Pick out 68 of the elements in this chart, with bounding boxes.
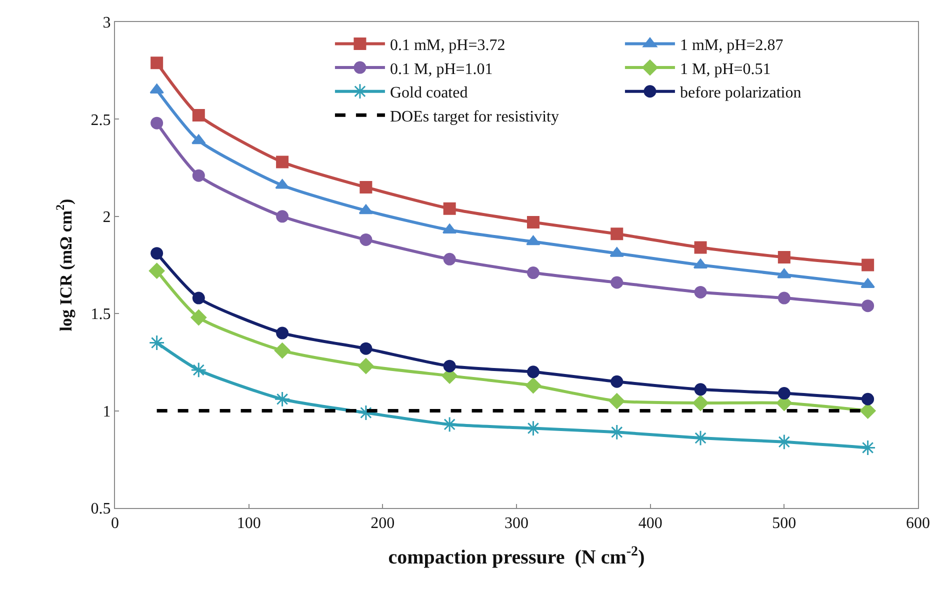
legend-label: 0.1 M, pH=1.01 xyxy=(390,60,493,78)
legend-label: before polarization xyxy=(680,84,802,102)
point xyxy=(150,84,164,94)
point xyxy=(610,375,624,388)
point xyxy=(778,387,790,400)
legend-label: 0.1 mM, pH=3.72 xyxy=(390,37,506,54)
point xyxy=(360,342,372,355)
point xyxy=(862,392,874,406)
point xyxy=(443,360,456,372)
point xyxy=(778,250,790,264)
point xyxy=(190,362,207,378)
point xyxy=(150,247,164,260)
point xyxy=(192,134,206,144)
y-tick-label: 0.5 xyxy=(90,500,111,518)
x-tick-label: 500 xyxy=(772,515,796,532)
y-tick-label: 2.5 xyxy=(90,112,111,129)
point xyxy=(778,292,790,304)
point xyxy=(148,334,165,351)
y-tick-label: 1 xyxy=(102,403,111,420)
y-tick-label: 1.5 xyxy=(90,306,111,324)
point xyxy=(525,378,542,394)
point xyxy=(692,395,708,411)
legend-label: 1 mM, pH=2.87 xyxy=(680,37,784,54)
point xyxy=(442,224,457,234)
point xyxy=(610,228,624,240)
point xyxy=(777,268,792,278)
point xyxy=(274,342,290,358)
point xyxy=(192,169,205,182)
point xyxy=(150,56,164,70)
point xyxy=(692,430,708,446)
point xyxy=(694,383,707,396)
x-axis-title: compaction pressure (N cm$^{-2}$) xyxy=(388,544,645,569)
y-tick-label: 3 xyxy=(102,14,111,32)
point xyxy=(443,202,456,215)
point xyxy=(276,156,289,168)
x-tick-label: 600 xyxy=(906,515,930,532)
legend-label: Gold coated xyxy=(390,84,468,102)
point xyxy=(862,258,874,272)
point xyxy=(694,241,707,254)
point xyxy=(148,262,165,279)
point xyxy=(276,210,289,223)
point xyxy=(192,292,205,304)
point xyxy=(608,393,625,409)
point xyxy=(694,286,707,298)
point xyxy=(358,204,374,214)
point xyxy=(358,358,374,374)
point xyxy=(862,300,874,312)
point xyxy=(190,310,207,326)
x-tick-label: 400 xyxy=(638,515,662,532)
point xyxy=(360,233,372,246)
x-tick-label: 200 xyxy=(370,515,395,532)
point xyxy=(610,276,624,289)
y-tick-label: 2 xyxy=(102,209,111,226)
x-tick-label: 0 xyxy=(111,515,119,532)
point xyxy=(360,180,372,194)
legend-label: 1 M, pH=0.51 xyxy=(680,60,771,78)
point xyxy=(150,116,164,130)
point xyxy=(526,266,540,280)
legend-label: DOEs target for resistivity xyxy=(390,108,559,126)
point xyxy=(276,326,289,340)
point xyxy=(526,216,540,228)
point xyxy=(526,366,540,378)
point xyxy=(443,252,456,266)
point xyxy=(192,109,205,122)
point xyxy=(274,391,290,408)
x-tick-label: 300 xyxy=(504,515,528,532)
x-tick-label: 100 xyxy=(236,515,261,532)
point xyxy=(526,235,540,246)
